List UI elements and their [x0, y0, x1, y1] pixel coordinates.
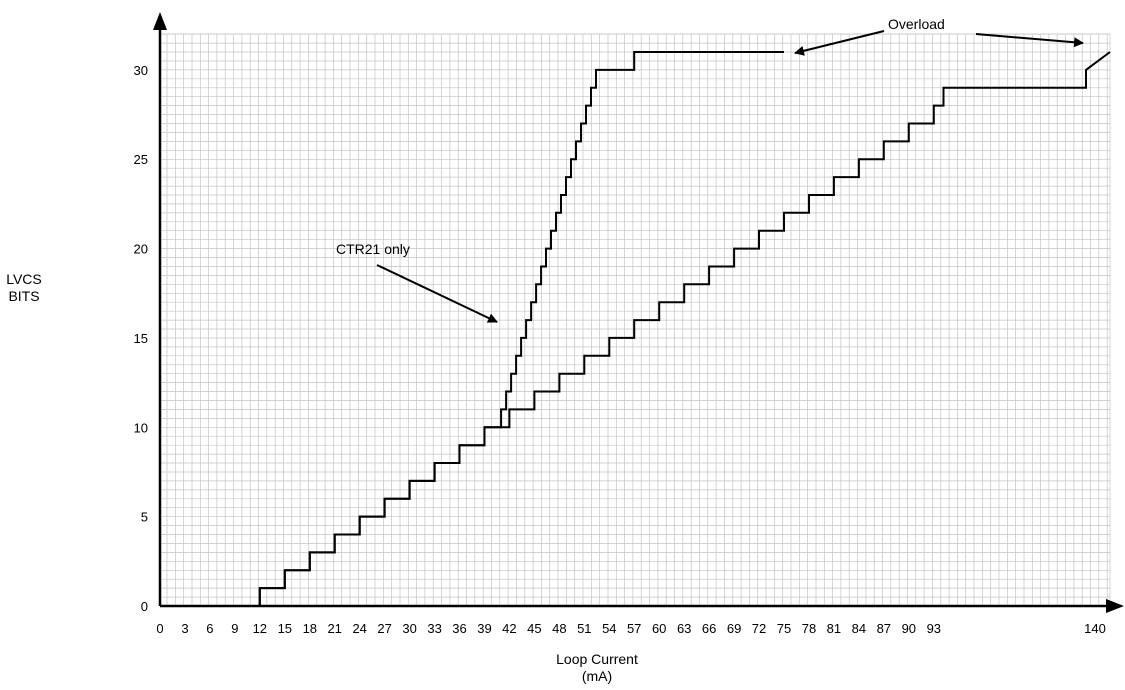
- x-tick-label: 0: [156, 621, 163, 636]
- x-tick-labels: 0 3 6 9 12 15 18 21 24 27 30 33 36 39 42 45 48 51 54 57 60 63…: [156, 621, 1105, 636]
- y-tick-label: 0: [141, 599, 148, 614]
- y-axis-label-line-2: BITS: [8, 288, 39, 304]
- x-tick-label: 42: [502, 621, 516, 636]
- x-tick-label: 75: [777, 621, 791, 636]
- axes: [153, 12, 1124, 613]
- x-tick-label: 48: [552, 621, 566, 636]
- x-tick-label: 24: [352, 621, 366, 636]
- x-tick-label: 36: [452, 621, 466, 636]
- y-tick-label: 25: [134, 152, 148, 167]
- x-tick-label: 27: [377, 621, 391, 636]
- x-tick-label: 3: [181, 621, 188, 636]
- x-tick-label: 54: [602, 621, 616, 636]
- y-axis-arrow: [153, 12, 167, 30]
- x-tick-label: 12: [253, 621, 267, 636]
- x-tick-label: 93: [927, 621, 941, 636]
- x-tick-label: 15: [278, 621, 292, 636]
- x-axis-label: Loop Current: [556, 651, 638, 667]
- y-tick-label: 10: [134, 420, 148, 435]
- x-tick-label: 39: [477, 621, 491, 636]
- x-tick-label: 63: [677, 621, 691, 636]
- annotation-overload-arrow-left: [794, 30, 885, 56]
- x-tick-label: 30: [402, 621, 416, 636]
- y-tick-label: 30: [134, 63, 148, 78]
- annotation-ctr21-arrow: [376, 264, 498, 323]
- annotation-overload: Overload: [888, 16, 945, 32]
- y-tick-label: 5: [141, 510, 148, 525]
- x-tick-label: 45: [527, 621, 541, 636]
- annotation-ctr21: CTR21 only: [336, 241, 410, 257]
- x-axis-arrow: [1106, 599, 1124, 613]
- series-group: [160, 51, 1111, 607]
- y-axis-label-line-1: LVCS: [6, 271, 42, 287]
- x-tick-label: 78: [802, 621, 816, 636]
- x-tick-label: 21: [327, 621, 341, 636]
- x-tick-label: 72: [752, 621, 766, 636]
- x-tick-label: 84: [852, 621, 866, 636]
- x-tick-label: 81: [827, 621, 841, 636]
- x-tick-label: 87: [877, 621, 891, 636]
- annotation-overload-arrow-right: [975, 33, 1084, 48]
- x-tick-label: 6: [206, 621, 213, 636]
- x-tick-label: 140: [1084, 621, 1106, 636]
- x-tick-label: 18: [303, 621, 317, 636]
- x-tick-label: 66: [702, 621, 716, 636]
- x-axis-unit: (mA): [582, 668, 612, 684]
- x-tick-label: 69: [727, 621, 741, 636]
- x-tick-label: 33: [427, 621, 441, 636]
- x-tick-label: 9: [231, 621, 238, 636]
- y-tick-label: 15: [134, 331, 148, 346]
- y-tick-labels: 0 5 10 15 20 25 30: [134, 63, 148, 614]
- x-tick-label: 51: [577, 621, 591, 636]
- y-tick-label: 20: [134, 242, 148, 257]
- x-tick-label: 90: [902, 621, 916, 636]
- series-line-2: [160, 51, 784, 607]
- x-tick-label: 60: [652, 621, 666, 636]
- x-tick-label: 57: [627, 621, 641, 636]
